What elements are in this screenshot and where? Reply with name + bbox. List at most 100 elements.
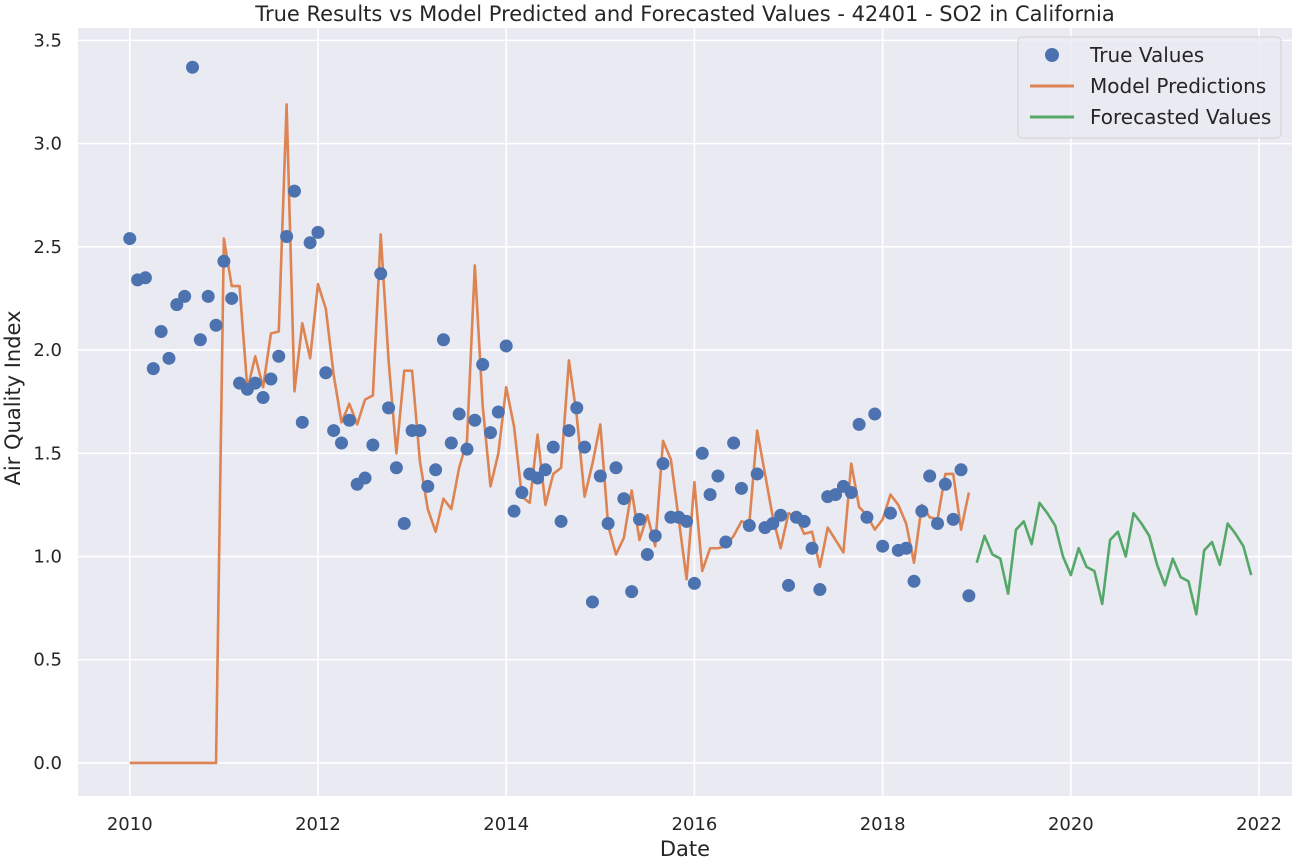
data-point: [436, 333, 450, 347]
data-point: [154, 324, 168, 338]
data-point: [358, 471, 372, 485]
data-point: [484, 426, 498, 440]
data-point: [452, 407, 466, 421]
y-tick-label: 2.0: [33, 340, 62, 361]
data-point: [648, 529, 662, 543]
data-point: [382, 401, 396, 415]
series-line-forecasted-values: [975, 501, 1253, 616]
data-point: [585, 595, 599, 609]
series-points-true-values: [123, 60, 976, 609]
data-point: [915, 504, 929, 518]
data-point: [201, 289, 215, 303]
data-point: [829, 488, 843, 502]
y-tick-label: 2.5: [33, 237, 62, 258]
data-point: [507, 504, 521, 518]
data-point: [687, 576, 701, 590]
series-line-model-predictions: [129, 103, 971, 765]
data-point: [876, 539, 890, 553]
y-tick-label: 3.5: [33, 30, 62, 51]
x-tick-label: 2018: [860, 814, 906, 835]
y-tick-labels: 0.0 0.5 1.0 1.5 2.0 2.5 3.0 3.5: [33, 30, 62, 774]
data-point: [170, 298, 184, 312]
data-point: [609, 461, 623, 475]
data-point: [193, 333, 207, 347]
data-point: [280, 230, 294, 244]
data-point: [711, 469, 725, 483]
data-point: [805, 541, 819, 555]
data-point: [954, 463, 968, 477]
legend-label-model-predictions: Model Predictions: [1090, 74, 1266, 98]
data-point: [750, 467, 764, 481]
y-tick-label: 1.0: [33, 547, 62, 568]
data-point: [217, 254, 231, 268]
data-point: [852, 417, 866, 431]
data-point: [766, 516, 780, 530]
data-point: [538, 463, 552, 477]
data-point: [146, 362, 160, 376]
data-point: [601, 516, 615, 530]
legend: True Values Model Predictions Forecasted…: [1017, 36, 1282, 139]
chart-title: True Results vs Model Predicted and Fore…: [254, 2, 1114, 26]
data-point: [209, 318, 223, 332]
data-point: [413, 424, 427, 438]
data-point: [162, 351, 176, 365]
data-point: [546, 440, 560, 454]
x-tick-label: 2010: [107, 814, 153, 835]
data-point: [868, 407, 882, 421]
data-point: [695, 446, 709, 460]
data-point: [562, 424, 576, 438]
data-point: [734, 481, 748, 495]
data-point: [491, 405, 505, 419]
data-point: [178, 289, 192, 303]
data-point: [264, 372, 278, 386]
data-point: [123, 232, 137, 246]
data-point: [531, 471, 545, 485]
x-tick-label: 2020: [1048, 814, 1094, 835]
x-tick-label: 2016: [672, 814, 718, 835]
x-tick-labels: 2010 2012 2014 2016 2018 2020 2022: [107, 814, 1282, 835]
data-point: [931, 516, 945, 530]
data-point: [813, 583, 827, 597]
legend-label-forecasted-values: Forecasted Values: [1090, 105, 1271, 129]
x-tick-label: 2022: [1236, 814, 1282, 835]
legend-box: [1017, 36, 1282, 139]
data-point: [578, 440, 592, 454]
data-point: [774, 508, 788, 522]
data-point: [570, 401, 584, 415]
data-point: [625, 585, 639, 599]
data-point: [287, 184, 301, 198]
data-point: [742, 519, 756, 533]
legend-label-true-values: True Values: [1089, 43, 1204, 67]
data-point: [295, 415, 309, 429]
data-point: [499, 339, 513, 353]
data-point: [883, 506, 897, 520]
data-point: [225, 291, 239, 305]
data-point: [374, 267, 388, 281]
x-tick-label: 2014: [483, 814, 529, 835]
data-point: [844, 486, 858, 500]
data-point: [366, 438, 380, 452]
y-tick-label: 0.0: [33, 753, 62, 774]
data-point: [727, 436, 741, 450]
data-point: [303, 236, 317, 250]
data-point: [797, 514, 811, 528]
data-point: [617, 492, 631, 506]
data-point: [397, 516, 411, 530]
data-point: [946, 512, 960, 526]
data-point: [515, 486, 529, 500]
data-point: [311, 225, 325, 239]
x-axis-label: Date: [660, 837, 710, 861]
data-point: [719, 535, 733, 549]
data-point: [633, 512, 647, 526]
data-point: [860, 510, 874, 524]
data-point: [186, 60, 199, 74]
data-point: [703, 488, 717, 502]
data-point: [327, 424, 341, 438]
data-point: [923, 469, 937, 483]
data-point: [962, 589, 976, 603]
plot-area: [78, 28, 1292, 796]
data-point: [476, 358, 490, 372]
data-point: [680, 514, 694, 528]
data-point: [335, 436, 348, 450]
data-point: [389, 461, 403, 475]
